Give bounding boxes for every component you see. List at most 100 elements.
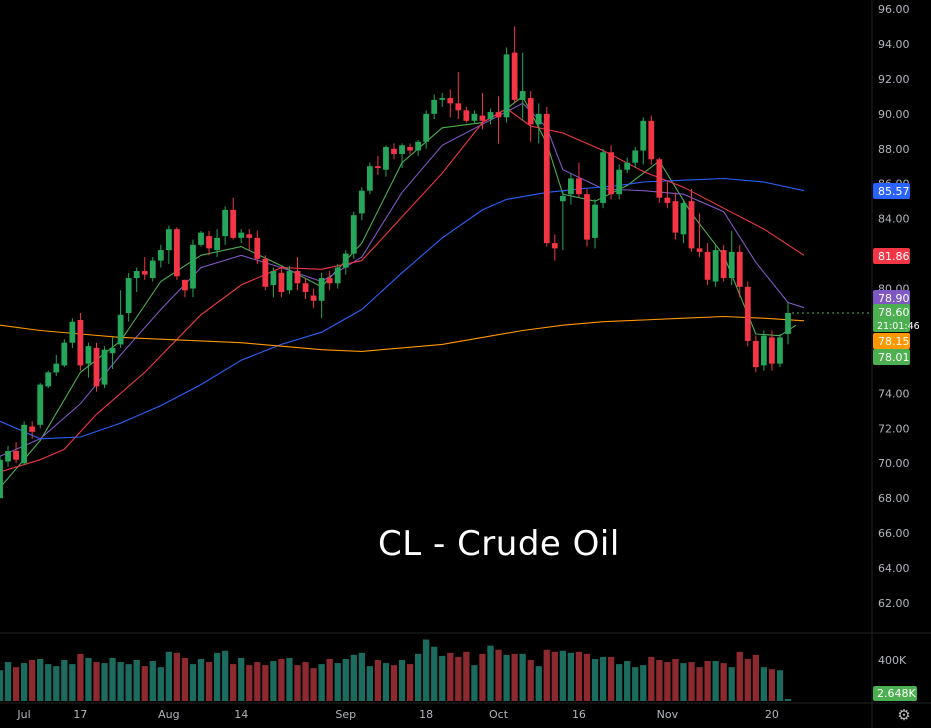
- volume-bar: [752, 654, 759, 701]
- candle-body: [358, 190, 365, 214]
- candle-body: [391, 148, 397, 155]
- price-badge-bg: [873, 333, 910, 349]
- volume-bar: [4, 662, 12, 701]
- candle-body: [752, 340, 759, 368]
- volume-tick-label: 400K: [878, 654, 907, 667]
- candle-body: [704, 251, 711, 280]
- volume-bar: [656, 660, 663, 701]
- volume-bar: [624, 661, 631, 701]
- volume-bar: [254, 662, 261, 701]
- candle-body: [463, 110, 470, 121]
- volume-bar: [133, 660, 140, 701]
- volume-bar: [640, 665, 647, 701]
- volume-bar: [173, 652, 181, 701]
- candle-body: [656, 159, 663, 198]
- time-tick-label: 20: [765, 708, 779, 721]
- volume-bar: [583, 653, 591, 701]
- time-axis[interactable]: Jul 17 Aug 14 Sep 18 Oct 16 Nov 20: [16, 708, 779, 721]
- candle-body: [744, 286, 751, 341]
- candle-body: [728, 251, 735, 279]
- volume-bar: [503, 654, 510, 701]
- price-tick-label: 68.00: [878, 492, 910, 505]
- candle-body: [559, 195, 566, 202]
- volume-bar: [286, 657, 293, 701]
- candle-body: [672, 201, 679, 233]
- candle-body: [174, 229, 180, 277]
- volume-bar: [447, 652, 454, 701]
- price-badge-bg: [873, 248, 910, 264]
- price-tick-label: 74.00: [878, 387, 910, 400]
- candle-body: [318, 278, 325, 301]
- volume-bar: [607, 656, 615, 701]
- candle-body: [37, 384, 44, 425]
- volume-bar: [302, 662, 309, 701]
- candle-body: [576, 178, 582, 195]
- candle-body: [399, 145, 405, 155]
- candle-body: [270, 271, 277, 286]
- volume-bar: [463, 651, 470, 701]
- volume-bar: [736, 651, 743, 701]
- candle-body: [769, 337, 775, 364]
- volume-bar: [648, 656, 655, 701]
- candle-body: [600, 152, 606, 203]
- volume-bar: [117, 662, 124, 701]
- volume-bar: [431, 646, 438, 701]
- price-tick-label: 90.00: [878, 108, 910, 121]
- candle-body: [157, 250, 164, 261]
- candle-body: [77, 319, 84, 366]
- volume-bar: [0, 670, 4, 701]
- volume-bars: [0, 639, 792, 701]
- volume-bar: [599, 656, 607, 701]
- candle-body: [624, 162, 631, 170]
- candle-body: [431, 99, 438, 114]
- candle-body: [93, 347, 100, 387]
- candle-body: [584, 194, 590, 240]
- volume-bar: [141, 666, 148, 701]
- candle-body: [712, 250, 719, 282]
- candle-body: [198, 232, 204, 245]
- candle-body: [455, 103, 462, 111]
- price-badge-label: 81.86: [878, 250, 910, 263]
- volume-bar: [374, 660, 382, 701]
- time-tick-label: Oct: [489, 708, 509, 721]
- volume-bar: [101, 663, 108, 701]
- volume-bar: [189, 664, 197, 701]
- volume-bar: [230, 664, 237, 701]
- volume-bar: [310, 668, 317, 701]
- candle-body: [648, 120, 655, 160]
- volume-bar: [776, 670, 784, 701]
- price-badge-countdown: 21:01:46: [877, 321, 920, 332]
- candle-body: [407, 147, 413, 151]
- candle-body: [133, 271, 140, 279]
- candle-body: [383, 147, 389, 170]
- settings-gear-icon[interactable]: ⚙: [897, 706, 911, 724]
- time-tick-label: 18: [419, 708, 433, 721]
- candle-body: [777, 337, 783, 364]
- price-badge-bg: [873, 290, 910, 306]
- volume-bar: [165, 651, 172, 701]
- volume-bar: [455, 656, 462, 701]
- candle-body: [375, 166, 381, 168]
- volume-bar: [688, 662, 695, 701]
- volume-bar: [672, 658, 679, 701]
- volume-bar: [69, 664, 76, 701]
- price-badge-bg: [873, 183, 910, 199]
- candle-body: [503, 54, 510, 118]
- candle-body: [495, 112, 502, 118]
- price-tick-label: 66.00: [878, 527, 910, 540]
- price-candles: [0, 26, 872, 499]
- candle-body: [785, 312, 791, 334]
- volume-bar: [358, 652, 365, 701]
- volume-bar: [350, 654, 357, 701]
- candle-body: [439, 98, 446, 100]
- price-badge-label: 78.01: [878, 351, 910, 364]
- price-badge-bg: [873, 304, 910, 332]
- time-tick-label: 16: [572, 708, 586, 721]
- candle-body: [222, 209, 229, 237]
- candle-body: [568, 178, 574, 195]
- volume-bar: [535, 666, 542, 701]
- candle-body: [141, 271, 148, 275]
- candle-body: [616, 169, 623, 195]
- volume-bar: [423, 639, 430, 701]
